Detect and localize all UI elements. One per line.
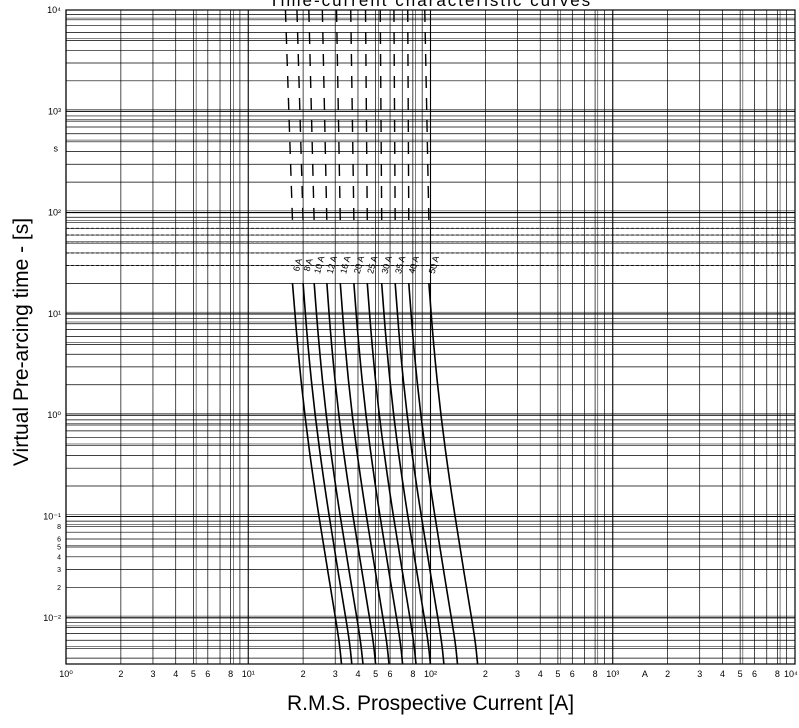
x-tick-label: 8 <box>410 669 415 679</box>
dashed-curve <box>407 9 410 223</box>
x-tick-label: 4 <box>355 669 360 679</box>
dashed-curve <box>424 9 430 223</box>
x-tick-label: 2 <box>301 669 306 679</box>
series-curve-16a <box>339 283 390 665</box>
y-tick-label: 5 <box>57 545 61 552</box>
x-tick-label: 3 <box>697 669 702 679</box>
x-tick-label: 4 <box>538 669 543 679</box>
y-tick-label: 10⁴ <box>47 5 61 15</box>
x-tick-label: 6 <box>388 669 393 679</box>
y-tick-label: 10³ <box>48 106 61 116</box>
series-curve-20a <box>353 283 404 665</box>
y-tick-label: 3 <box>57 567 61 574</box>
dashed-upper-curves <box>284 9 430 223</box>
y-tick-label: 10² <box>48 208 61 218</box>
y-tick-labels: 10⁴ 10³ 10² 10¹ 10⁰ 10⁻¹ 10⁻² 8 6 5 4 3 2 s <box>43 5 61 623</box>
dashed-curve <box>393 9 396 223</box>
y-tick-label: 6 <box>57 536 61 543</box>
series-label: 8 A <box>302 257 315 272</box>
series-curve-12a <box>326 283 377 665</box>
x-tick-label: 6 <box>570 669 575 679</box>
x-tick-label: 4 <box>173 669 178 679</box>
dashed-horizontal-lines <box>66 227 795 266</box>
series-labels: 6 A8 A10 A12 A 16 A 20 A 25 A 30 A 35 A 40 A 50… <box>291 255 441 275</box>
x-tick-label: 6 <box>752 669 757 679</box>
y-tick-label: s <box>54 144 59 154</box>
dashed-curve <box>335 9 342 223</box>
y-tick-label: 4 <box>57 554 61 561</box>
dashed-curve <box>364 9 368 223</box>
series-curve-50a <box>428 283 479 665</box>
y-axis-title-wrap: Virtual Pre-arcing time - [s] <box>0 0 44 728</box>
dashed-curve <box>350 9 355 223</box>
x-tick-label: 10³ <box>606 669 619 679</box>
x-tick-label: 10⁴ <box>784 669 798 679</box>
x-tick-label: 2 <box>665 669 670 679</box>
x-tick-label: 2 <box>483 669 488 679</box>
series-curve-25a <box>366 283 417 665</box>
y-tick-label: 8 <box>57 524 61 531</box>
x-tick-label: 4 <box>720 669 725 679</box>
y-tick-label: 10⁻² <box>43 613 61 623</box>
series-label: 25 A <box>365 255 379 275</box>
series-curves <box>291 283 479 665</box>
x-tick-label: 10¹ <box>242 669 255 679</box>
x-tick-label: 10² <box>424 669 437 679</box>
x-tick-label: 5 <box>555 669 560 679</box>
chart-title: Time-current characteristic curves <box>268 0 593 10</box>
x-tick-label: 3 <box>515 669 520 679</box>
series-curve-6a <box>291 283 343 665</box>
series-curve-8a <box>302 283 353 665</box>
x-tick-label: A <box>642 669 648 679</box>
y-tick-label: 10⁰ <box>47 410 61 420</box>
x-tick-label: 5 <box>738 669 743 679</box>
x-tick-label: 3 <box>150 669 155 679</box>
series-label: 16 A <box>338 255 352 275</box>
x-tick-label: 8 <box>775 669 780 679</box>
x-tick-label: 5 <box>191 669 196 679</box>
series-label: 50 A <box>427 255 441 275</box>
dashed-curve <box>321 9 328 223</box>
dashed-curve <box>284 9 294 223</box>
x-tick-label: 5 <box>373 669 378 679</box>
x-tick-label: 6 <box>205 669 210 679</box>
dashed-curve <box>379 9 383 223</box>
grid <box>65 9 796 665</box>
dashed-curve <box>308 9 315 223</box>
x-tick-label: 8 <box>593 669 598 679</box>
y-axis-title: Virtual Pre-arcing time - [s] <box>10 217 33 467</box>
series-label: 10 A <box>312 255 326 275</box>
x-tick-label: 2 <box>118 669 123 679</box>
series-curve-35a <box>394 283 445 665</box>
series-curve-30a <box>380 283 432 665</box>
dashed-curve <box>296 9 304 223</box>
series-label: 12 A <box>325 255 339 275</box>
x-tick-label: 3 <box>333 669 338 679</box>
series-label: 35 A <box>393 255 407 275</box>
y-tick-label: 10⁻¹ <box>43 512 61 522</box>
series-curve-40a <box>408 283 459 665</box>
x-tick-label: 8 <box>228 669 233 679</box>
series-label: 30 A <box>380 255 394 275</box>
series-curve-10a <box>313 283 364 665</box>
y-tick-label: 2 <box>57 585 61 592</box>
y-tick-label: 10¹ <box>48 309 61 319</box>
x-axis-title: R.M.S. Prospective Current [A] <box>286 692 575 715</box>
series-label: 6 A <box>291 257 304 272</box>
series-label: 20 A <box>352 255 366 275</box>
series-label: 40 A <box>407 255 421 275</box>
x-tick-label: 10⁰ <box>59 669 73 679</box>
